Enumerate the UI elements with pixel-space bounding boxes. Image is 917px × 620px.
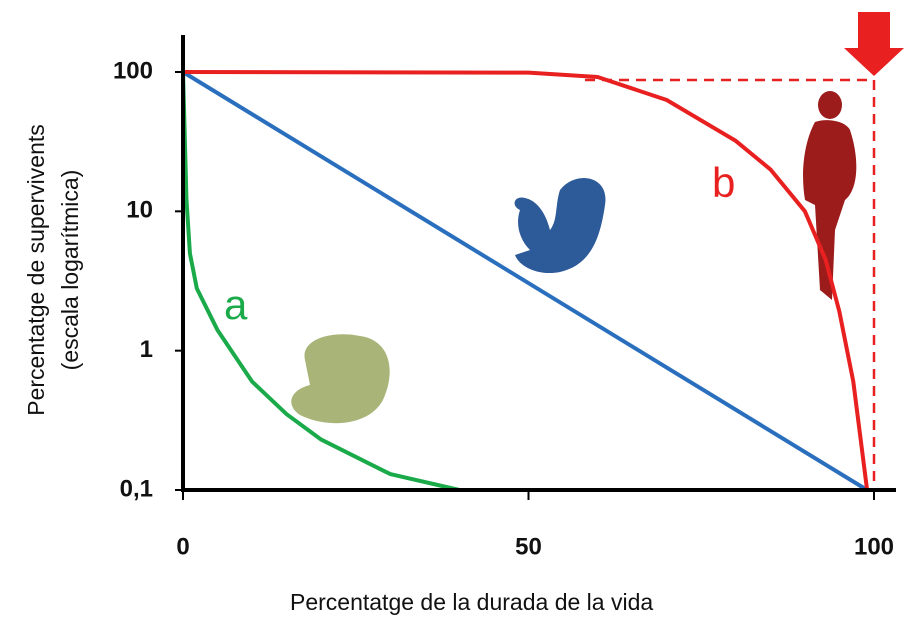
y-tick-label: 0,1 xyxy=(120,475,153,502)
lifespan-guide xyxy=(585,78,876,488)
plot-area xyxy=(181,70,870,492)
series-label: a xyxy=(224,281,248,328)
human-icon xyxy=(803,91,857,300)
y-tick-label: 1 xyxy=(140,336,153,363)
x-axis-title: Percentatge de la durada de la vida xyxy=(290,589,653,615)
y-axis-title: Percentatge de supervivents xyxy=(23,124,49,416)
x-tick-label: 50 xyxy=(515,533,542,560)
x-tick-label: 0 xyxy=(176,533,189,560)
series-line xyxy=(181,71,494,492)
oyster-icon xyxy=(291,334,390,424)
series-line xyxy=(182,70,870,491)
series-line xyxy=(181,70,869,492)
x-tick-label: 100 xyxy=(854,533,894,560)
y-axis-title: (escala logarítmica) xyxy=(57,170,83,371)
squirrel-icon xyxy=(514,178,606,274)
y-tick-label: 10 xyxy=(126,197,153,224)
y-tick-label: 100 xyxy=(113,57,153,84)
arrow xyxy=(844,12,904,76)
series-label: b xyxy=(712,159,735,206)
